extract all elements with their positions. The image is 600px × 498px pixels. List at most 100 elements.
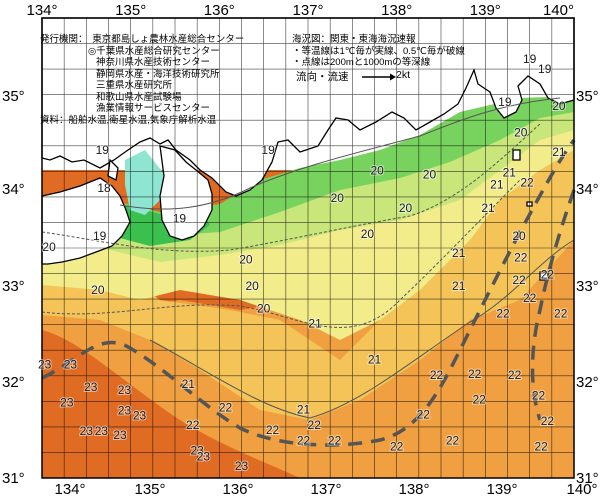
isotherm-label: 22: [219, 401, 233, 415]
isotherm-label: 22: [446, 433, 460, 447]
isotherm-label: 21: [552, 145, 566, 159]
isotherm-label: 23: [64, 358, 78, 372]
isotherm-label: 22: [512, 273, 526, 287]
lat-label-left: 34°: [2, 181, 25, 198]
legend-isotherm-note: ・等温線は1℃毎が実線、0.5℃毎が破線: [292, 45, 465, 57]
isotherm-label: 19: [498, 95, 512, 109]
isotherm-label: 23: [80, 424, 94, 438]
isotherm-lines: [41, 97, 575, 419]
lat-label-right: 31°: [576, 470, 599, 487]
issuer-line-7: 漁業情報サービスセンター: [96, 103, 211, 114]
source-line: 資料：船舶水温,衛星水温,気象庁解析水温: [40, 114, 217, 126]
isotherm-label: 22: [472, 392, 486, 406]
map-frame: [41, 17, 575, 479]
lat-label-right: 32°: [576, 374, 599, 391]
map-legend: 海況図：関東・東海海況速報 ・等温線は1℃毎が実線、0.5℃毎が破線 ・点線は2…: [292, 34, 465, 69]
flow-legend-unit: 2kt: [396, 69, 411, 81]
kuroshio-current-axis: [41, 138, 576, 447]
isotherm-label: 20: [423, 167, 437, 181]
isotherm-label: 19: [93, 229, 107, 243]
isotherm-label: 22: [430, 368, 444, 382]
lat-label-left: 35°: [2, 88, 25, 105]
isotherm-label: 21: [452, 246, 466, 260]
isotherm-label: 22: [186, 418, 200, 432]
isotherm-label: 21: [368, 353, 382, 367]
isotherm-label: 22: [390, 439, 404, 453]
issuer-line-2: ◎千葉県水産総合研究センター: [88, 45, 220, 57]
lon-label-top: 137°: [292, 2, 323, 19]
isotherm-label: 23: [197, 450, 211, 464]
isotherm-label: 22: [297, 433, 311, 447]
isotherm-label: 21: [182, 377, 196, 391]
land-izu-oshima: [512, 149, 521, 161]
latitude-labels-left: 35° 34° 33° 32° 31°: [2, 88, 25, 487]
lon-label-top: 134°: [26, 2, 57, 19]
isotherm-label: 19: [261, 143, 275, 157]
lon-label-bottom: 135°: [134, 481, 165, 498]
isotherm-label: 20: [512, 229, 526, 243]
isotherm-label: 22: [541, 268, 555, 282]
isotherm-label: 23: [60, 395, 74, 409]
isotherm-label: 22: [541, 414, 555, 428]
isotherm-label: 20: [399, 201, 413, 215]
isotherm-label: 21: [308, 317, 322, 331]
isotherm-label: 20: [552, 99, 566, 113]
isotherm-label: 19: [538, 62, 552, 76]
isotherm-label: 23: [235, 459, 249, 473]
isotherm-label: 21: [297, 403, 311, 417]
lon-label-top: 138°: [381, 2, 412, 19]
isotherm-label: 18: [97, 181, 111, 195]
isotherm-label: 21: [490, 178, 504, 192]
isotherm-22: [149, 239, 575, 419]
isotherm-label: 23: [118, 404, 132, 418]
flow-legend-label: 流向・流速: [296, 71, 349, 83]
isotherm-label: 23: [190, 443, 204, 457]
lon-label-bottom: 139°: [486, 481, 517, 498]
lon-label-top: 136°: [204, 2, 235, 19]
isotherm-label: 21: [481, 201, 495, 215]
isotherm-label: 19: [173, 211, 187, 225]
issuer-line-5: 三重県水産研究所: [96, 80, 173, 91]
lat-label-right: 33°: [576, 278, 599, 295]
isotherm-label: 19: [523, 52, 537, 66]
isotherm-label: 22: [535, 439, 549, 453]
isotherm-label: 23: [113, 428, 127, 442]
isotherm-label: 22: [520, 176, 534, 190]
lat-lon-grid: [42, 18, 574, 478]
isotherm-label: 22: [308, 418, 322, 432]
isotherm-label: 22: [514, 250, 528, 264]
issuer-line-1: 発行機関： 東京都島しょ農林水産総合センター: [40, 34, 245, 45]
isotherm-label: 23: [95, 424, 109, 438]
lat-label-left: 33°: [2, 278, 25, 295]
longitude-labels-top: 134° 135° 136° 137° 138° 139° 140°: [26, 2, 574, 19]
flow-legend: 流向・流速 2kt: [296, 69, 410, 84]
isotherm-label: 20: [245, 279, 259, 293]
isotherm-label: 21: [503, 165, 517, 179]
isotherm-label: 22: [554, 307, 568, 321]
lon-label-top: 139°: [470, 2, 501, 19]
isotherm-label: 22: [508, 368, 522, 382]
flow-arrow-icon: [362, 73, 396, 81]
lon-label-top: 135°: [115, 2, 146, 19]
isotherm-19: [119, 97, 561, 210]
lon-label-top: 140°: [543, 2, 574, 19]
land-kii-peninsula: [159, 145, 213, 241]
isotherm-label: 23: [84, 380, 98, 394]
isotherm-label: 22: [496, 307, 510, 321]
isotherm-label: 20: [239, 252, 253, 266]
isotherm-label: 22: [328, 433, 342, 447]
legend-depth-note: ・点線は200mと1000mの等深線: [292, 57, 431, 68]
isotherm-label: 21: [452, 279, 466, 293]
issuer-info: 発行機関： 東京都島しょ農林水産総合センター ◎千葉県水産総合研究センター 神奈…: [40, 34, 244, 126]
current-axis-branch: [530, 189, 576, 421]
lon-label-bottom: 138°: [398, 481, 429, 498]
isotherm-label: 22: [468, 367, 482, 381]
latitude-labels-right: 35° 34° 33° 32° 31°: [576, 88, 599, 487]
issuer-line-6: 和歌山県水産試験場: [96, 91, 182, 103]
lat-label-left: 31°: [2, 470, 25, 487]
isotherm-label: 23: [38, 358, 52, 372]
lat-label-left: 32°: [2, 374, 25, 391]
lon-label-bottom: 137°: [310, 481, 341, 498]
isotherm-label: 20: [361, 227, 375, 241]
